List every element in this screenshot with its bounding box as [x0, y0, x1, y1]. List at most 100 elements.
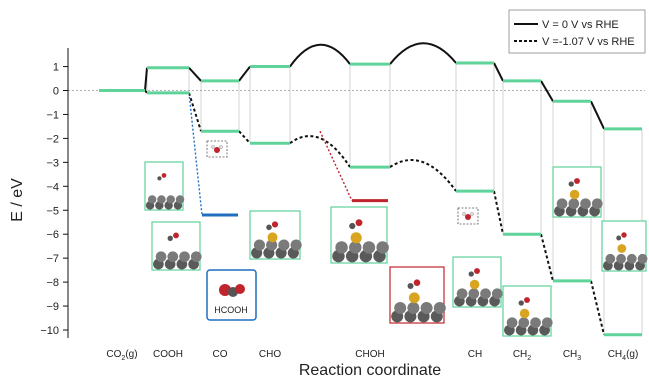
metal-atom: [541, 317, 553, 328]
metal-atom: [433, 302, 446, 314]
energy-levels: [99, 61, 642, 337]
legend: V = 0 V vs RHE V =-1.07 V vs RHE: [508, 9, 646, 54]
sulfur-atom: [569, 189, 580, 200]
y-tick-label: −4: [46, 181, 59, 193]
y-tick-label: 0: [53, 86, 59, 98]
x-axis-title: Reaction coordinate: [299, 362, 441, 379]
y-tick-label: −2: [46, 133, 59, 145]
oxygen-atom: [235, 284, 245, 294]
legend-box: [508, 9, 646, 54]
y-tick-label: −5: [46, 205, 59, 217]
x-category-label: CH: [468, 349, 482, 360]
carbon-atom: [568, 181, 574, 187]
metal-atom: [394, 302, 407, 314]
inset-cooh-1: [144, 161, 185, 211]
metal-atom: [568, 198, 580, 210]
metal-atom: [506, 317, 518, 328]
metal-atom: [147, 195, 157, 204]
metal-atom: [290, 239, 302, 251]
oxygen-atom: [524, 297, 530, 303]
y-tick-label: −10: [40, 325, 59, 337]
y-tick-label: −6: [46, 229, 59, 241]
metal-atom: [166, 195, 175, 204]
x-category-label: CHOH: [355, 349, 384, 360]
connector-v0: [493, 62, 504, 82]
y-tick-label: −3: [46, 157, 59, 169]
metal-atom: [190, 251, 202, 262]
x-category-label: CH4(g): [608, 349, 639, 362]
inset-ch2: [502, 285, 553, 337]
intermediate-connector: [319, 130, 353, 201]
y-tick-label: 1: [53, 62, 59, 74]
sulfur-atom: [617, 244, 627, 253]
connector-v107: [238, 130, 251, 144]
hcooh-inset: HCOOH: [206, 269, 257, 321]
inset-ch4: [601, 220, 648, 272]
carbon-atom: [518, 300, 524, 306]
metal-atom: [266, 239, 278, 251]
metal-atom: [468, 288, 480, 299]
x-category-label: COOH: [153, 349, 183, 360]
connector-v107: [144, 89, 148, 94]
connector-v107: [493, 190, 504, 235]
hydrogen-atom: [219, 145, 223, 149]
oxygen-atom: [214, 147, 220, 153]
inset-ch: [452, 256, 503, 308]
y-axis: 1 0 −1 −2 −3 −4 −5 −6 −7 −8 −9 −10: [40, 48, 69, 338]
metal-atom: [556, 198, 568, 210]
metal-atom: [362, 241, 376, 254]
connector-v0: [144, 67, 148, 91]
sulfur-atom: [350, 232, 362, 244]
metal-atom: [456, 288, 468, 299]
hydrogen-atom: [462, 212, 466, 216]
metal-atom: [591, 198, 603, 210]
metal-atom: [518, 317, 530, 328]
sulfur-atom: [469, 279, 480, 290]
oxygen-atom: [173, 232, 179, 239]
oxygen-atom: [219, 284, 231, 296]
metal-atom: [420, 302, 433, 314]
oxygen-atom: [621, 232, 627, 238]
y-tick-label: −1: [46, 109, 59, 121]
connector-v107: [590, 280, 605, 336]
sulfur-atom: [408, 292, 420, 304]
oxygen-atom: [413, 279, 421, 286]
x-category-label: CHO: [259, 349, 281, 360]
x-category-labels: CO2(g) COOH CO CHO CHOH CH CH2 CH3 CH4(g): [106, 349, 638, 362]
sulfur-atom: [267, 232, 278, 243]
metal-atom: [179, 251, 190, 262]
oxygen-atom: [465, 214, 471, 220]
x-category-label: CO2(g): [106, 349, 137, 362]
metal-atom: [530, 317, 541, 328]
oxygen-atom: [161, 173, 167, 178]
y-tick-label: −8: [46, 277, 59, 289]
hydrogen-atom: [211, 145, 215, 149]
metal-atom: [616, 253, 626, 264]
oxygen-atom: [474, 268, 480, 274]
metal-atom: [376, 241, 389, 254]
x-category-label: CO: [213, 349, 228, 360]
connector-v0: [540, 80, 554, 102]
connector-v0: [389, 42, 457, 65]
oxygen-atom: [574, 178, 580, 184]
metal-atom: [335, 241, 348, 254]
metal-atom: [626, 253, 637, 264]
carbon-atom: [468, 271, 474, 277]
metal-atom: [605, 253, 616, 264]
connector-v107: [540, 233, 554, 282]
carbon-atom: [349, 222, 356, 230]
x-category-label: CH2: [513, 349, 531, 362]
carbon-atom: [616, 235, 622, 241]
metal-atom: [157, 195, 166, 204]
metal-atom: [480, 288, 491, 299]
metal-atom: [491, 288, 503, 299]
series-connectors: [144, 42, 605, 336]
carbon-atom: [407, 283, 414, 290]
x-category-label: CH3: [563, 349, 581, 362]
connector-v107: [389, 159, 457, 192]
connector-v0: [590, 100, 605, 130]
hcooh-label: HCOOH: [214, 305, 248, 315]
connector-v0: [289, 43, 351, 68]
carbon-atom: [157, 176, 162, 181]
